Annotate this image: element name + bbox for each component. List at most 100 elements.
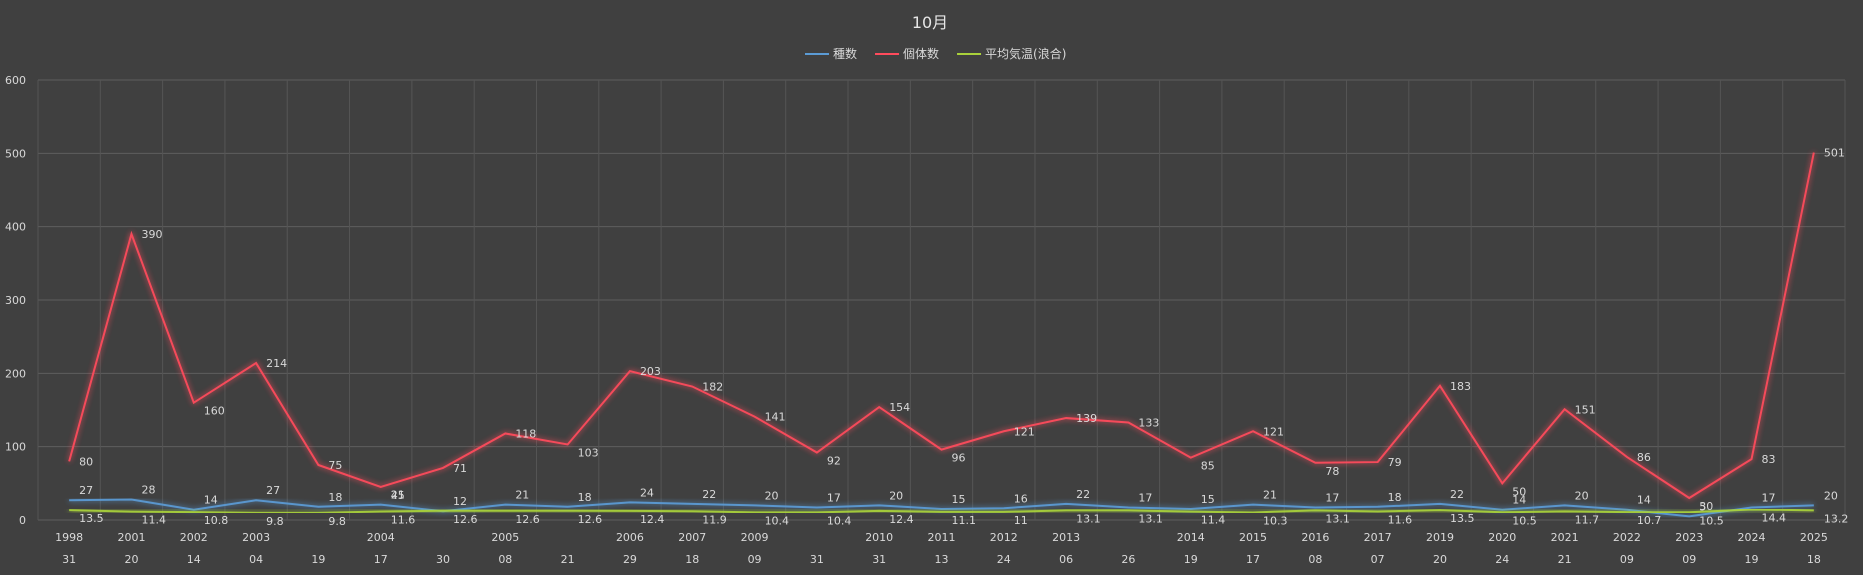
x-tick-year: 2004 (367, 531, 395, 544)
x-tick-year: 2003 (242, 531, 270, 544)
data-label: 10.7 (1637, 514, 1662, 527)
data-label: 22 (702, 488, 716, 501)
data-label: 13.1 (1076, 512, 1101, 525)
x-tick-year: 2016 (1301, 531, 1329, 544)
data-label: 390 (141, 228, 162, 241)
data-label: 28 (141, 483, 155, 496)
data-label: 12 (453, 495, 467, 508)
x-tick-day: 07 (1371, 553, 1385, 566)
data-label: 12.6 (515, 513, 540, 526)
data-label: 15 (952, 493, 966, 506)
x-tick-year: 2012 (990, 531, 1018, 544)
data-label: 14 (1637, 494, 1651, 507)
data-label: 21 (391, 489, 405, 502)
data-label: 12.4 (889, 513, 914, 526)
data-label: 71 (453, 462, 467, 475)
data-label: 18 (328, 491, 342, 504)
data-label: 11.6 (391, 513, 416, 526)
x-tick-year: 1998 (55, 531, 83, 544)
data-label: 27 (266, 484, 280, 497)
x-tick-year: 2013 (1052, 531, 1080, 544)
data-label: 21 (515, 489, 529, 502)
data-label: 22 (1450, 488, 1464, 501)
data-label: 10.8 (204, 514, 229, 527)
x-tick-day: 09 (1620, 553, 1634, 566)
x-tick-year: 2015 (1239, 531, 1267, 544)
legend-label: 種数 (833, 46, 857, 61)
data-label: 18 (1388, 491, 1402, 504)
data-label: 17 (1325, 492, 1339, 505)
data-label: 151 (1575, 403, 1596, 416)
data-label: 121 (1014, 425, 1035, 438)
x-tick-year: 2011 (928, 531, 956, 544)
series-line-2 (69, 508, 1814, 514)
x-tick-year: 2017 (1364, 531, 1392, 544)
data-label: 45 (391, 489, 405, 502)
series-layer (68, 152, 1815, 518)
data-label: 183 (1450, 380, 1471, 393)
x-tick-day: 17 (374, 553, 388, 566)
x-tick-day: 08 (1308, 553, 1322, 566)
x-tick-day: 19 (1745, 553, 1759, 566)
x-tick-day: 20 (1433, 553, 1447, 566)
data-label: 118 (515, 427, 536, 440)
data-label: 11.7 (1575, 513, 1600, 526)
data-label: 133 (1138, 416, 1159, 429)
legend-label: 平均気温(浪合) (985, 46, 1066, 61)
data-label: 50 (1512, 485, 1526, 498)
x-tick-year: 2020 (1488, 531, 1516, 544)
x-tick-year: 2006 (616, 531, 644, 544)
data-label: 86 (1637, 451, 1651, 464)
data-label: 10.3 (1263, 514, 1288, 527)
x-tick-day: 18 (1807, 553, 1821, 566)
x-tick-day: 08 (498, 553, 512, 566)
x-tick-year: 2010 (865, 531, 893, 544)
data-label: 121 (1263, 425, 1284, 438)
data-label: 14.4 (1762, 511, 1787, 524)
x-tick-day: 26 (1121, 553, 1135, 566)
data-label: 75 (328, 459, 342, 472)
x-tick-year: 2025 (1800, 531, 1828, 544)
data-label: 10.4 (827, 514, 852, 527)
legend-label: 個体数 (903, 46, 939, 61)
data-label: 10.5 (1699, 514, 1724, 527)
x-tick-day: 20 (124, 553, 138, 566)
x-tick-day: 31 (810, 553, 824, 566)
data-label: 14 (1512, 494, 1526, 507)
data-label: 20 (765, 489, 779, 502)
data-label: 30 (1699, 500, 1713, 513)
data-label: 85 (1201, 460, 1215, 473)
data-label: 13.1 (1325, 512, 1350, 525)
data-label: 139 (1076, 412, 1097, 425)
data-label: 13.2 (1824, 512, 1849, 525)
data-label: 501 (1824, 147, 1845, 160)
data-label: 11.6 (1388, 513, 1413, 526)
x-tick-day: 29 (623, 553, 637, 566)
x-tick-day: 13 (935, 553, 949, 566)
x-tick-day: 14 (187, 553, 201, 566)
data-label: 154 (889, 401, 910, 414)
series-line-1 (68, 152, 1815, 500)
data-label: 5 (1699, 500, 1706, 513)
x-tick-day: 19 (1184, 553, 1198, 566)
data-label: 11 (1014, 514, 1028, 527)
data-label: 103 (578, 446, 599, 459)
data-label: 203 (640, 365, 661, 378)
y-tick-label: 100 (5, 441, 26, 454)
data-label: 18 (578, 491, 592, 504)
x-tick-day: 19 (311, 553, 325, 566)
data-label: 12.6 (578, 513, 603, 526)
series-line-0 (69, 498, 1814, 518)
x-tick-day: 18 (685, 553, 699, 566)
data-label: 160 (204, 405, 225, 418)
x-tick-year: 2024 (1738, 531, 1766, 544)
data-label: 13.5 (79, 512, 104, 525)
x-axis: 1998 31 2001 20 2002 14 2003 04 19 2004 17 30 2005 08… (55, 531, 1828, 566)
x-tick-day: 17 (1246, 553, 1260, 566)
data-label: 10.4 (765, 514, 790, 527)
y-tick-label: 500 (5, 147, 26, 160)
x-tick-day: 24 (997, 553, 1011, 566)
x-tick-day: 21 (561, 553, 575, 566)
data-label: 17 (1138, 492, 1152, 505)
data-label: 16 (1014, 492, 1028, 505)
